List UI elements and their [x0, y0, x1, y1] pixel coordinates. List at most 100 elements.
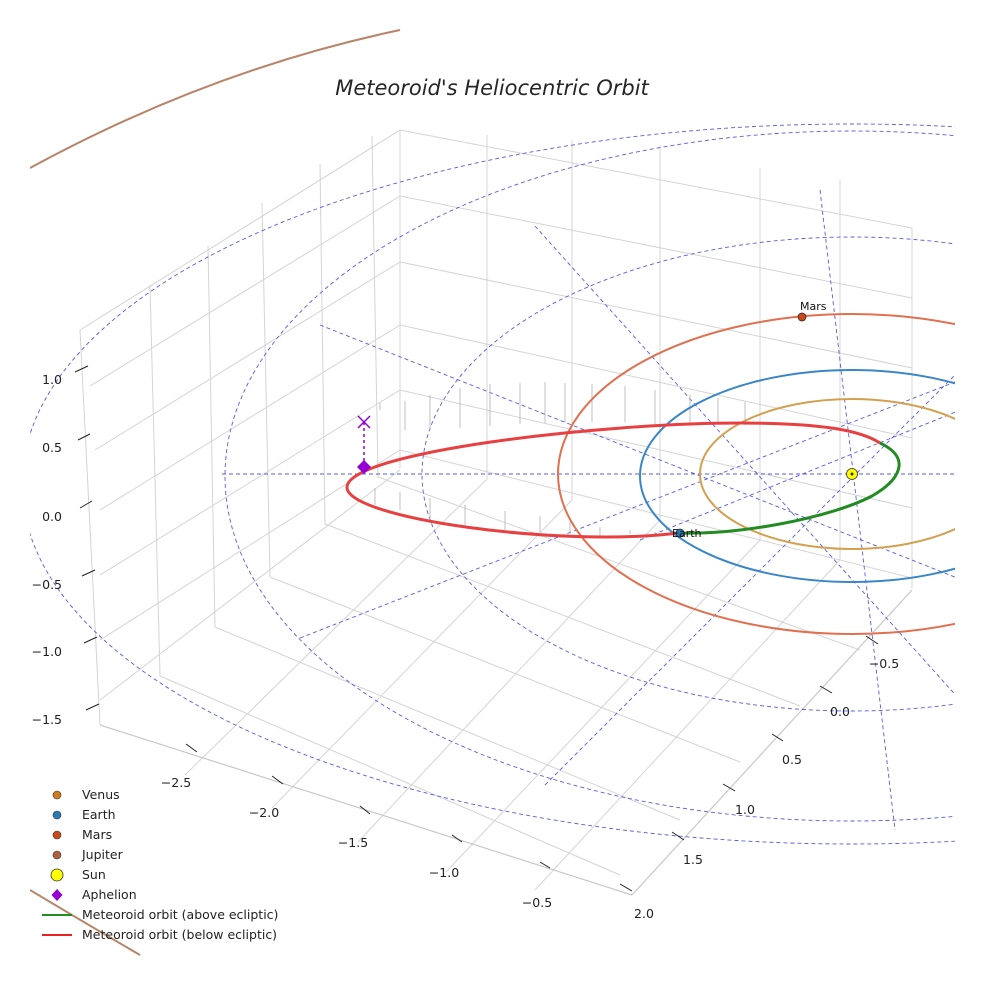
- y-tick-label: 1.0: [735, 802, 755, 817]
- floor-grid-a-1: [214, 626, 681, 821]
- chart-title: Meteoroid's Heliocentric Orbit: [335, 76, 649, 100]
- grid-level-right-5: [399, 449, 913, 579]
- legend-item: Sun: [50, 867, 106, 882]
- orbit-height-stems: [374, 382, 746, 536]
- grid-level-right-0: [399, 129, 913, 229]
- z-tick-mark-5: [85, 703, 100, 711]
- legend-label: Earth: [82, 807, 116, 822]
- grid-level-right-2: [399, 261, 913, 369]
- y-tick-mark-2: [771, 733, 784, 742]
- y-tick-mark-4: [671, 831, 685, 841]
- z-tick-mark-3: [81, 569, 96, 577]
- reference-spoke-6: [639, 411, 955, 541]
- reference-spoke-4: [299, 381, 955, 639]
- legend-label: Mars: [82, 827, 112, 842]
- meteoroid-orbit-above: [677, 441, 901, 535]
- grid-level-right-3: [399, 324, 913, 439]
- reference-spoke-3: [819, 189, 896, 831]
- legend-label: Aphelion: [82, 887, 137, 902]
- floor-edge-right: [631, 589, 913, 896]
- mars-marker: [797, 312, 807, 322]
- legend-marker: [51, 889, 63, 901]
- z-tick-label: −1.0: [32, 644, 62, 659]
- y-tick-label: 0.5: [782, 752, 802, 767]
- grid-line-back-left-2: [207, 245, 216, 628]
- reference-ellipse-2: [30, 123, 955, 845]
- floor-grid-b-2: [357, 519, 661, 843]
- floor-grid-a-0: [159, 675, 621, 876]
- legend-marker: [52, 790, 62, 800]
- y-tick-mark-0: [865, 635, 879, 645]
- mars-label: Mars: [800, 300, 827, 313]
- legend-label: Venus: [82, 787, 120, 802]
- legend-label: Jupiter: [81, 847, 124, 862]
- legend-marker: [52, 830, 62, 840]
- legend-item: Earth: [52, 807, 116, 822]
- reference-spoke-2: [534, 225, 955, 696]
- legend-label: Sun: [82, 867, 106, 882]
- x-tick-label: −2.5: [161, 775, 191, 790]
- z-tick-label: 0.5: [42, 440, 62, 455]
- legend-label: Meteoroid orbit (below ecliptic): [82, 927, 277, 942]
- z-tick-mark-4: [83, 636, 98, 644]
- grid-level-right-4: [399, 389, 913, 509]
- y-tick-mark-3: [722, 783, 736, 792]
- reference-ellipses: [30, 123, 955, 845]
- jupiter-orbit-lower: [30, 889, 141, 956]
- z-tick-label: −1.5: [32, 712, 62, 727]
- sun-center: [850, 472, 854, 476]
- x-tick-label: −1.5: [338, 835, 368, 850]
- y-tick-label: 2.0: [634, 906, 654, 921]
- legend-item: Meteoroid orbit (below ecliptic): [42, 927, 277, 942]
- grid-line-back-left-5: [371, 135, 379, 478]
- grid-level-left-6: [99, 469, 401, 701]
- meteoroid-orbit-below: [345, 421, 881, 539]
- legend: Venus Earth Mars Jupiter Sun Aphelion Meteoroi…: [42, 787, 278, 942]
- legend-marker: [52, 810, 62, 820]
- aphelion-marker: [357, 460, 371, 474]
- x-tick-label: −1.0: [429, 865, 459, 880]
- floor-grid-a-3: [324, 523, 801, 707]
- x-tick-mark-3: [451, 834, 463, 843]
- grid-level-left-3: [99, 324, 401, 511]
- grid-level-left-2: [94, 261, 401, 451]
- jupiter-orbit: [30, 29, 401, 169]
- legend-item: Aphelion: [51, 887, 137, 902]
- x-tick-label: −0.5: [522, 895, 552, 910]
- z-tick-label: 0.0: [42, 509, 62, 524]
- floor-grid-b-4: [534, 559, 841, 891]
- legend-item: Jupiter: [52, 847, 124, 862]
- legend-marker: [52, 850, 62, 860]
- x-tick-mark-1: [271, 775, 284, 785]
- y-tick-mark-5: [619, 883, 633, 892]
- mars-orbit: [557, 313, 955, 635]
- y-tick-label: 0.0: [830, 704, 850, 719]
- y-tick-label: 1.5: [683, 852, 703, 867]
- venus-orbit: [699, 398, 955, 550]
- earth-label: Earth: [672, 527, 702, 540]
- grid-line-back-left-4: [319, 163, 326, 525]
- grid-level-left-1: [89, 195, 401, 387]
- z-tick-mark-2: [79, 500, 93, 509]
- aphelion-projection-marker: [357, 415, 371, 429]
- y-tick-mark-1: [819, 685, 833, 694]
- grid-level-left-0: [79, 129, 401, 331]
- grid-line-back-left-0: [79, 329, 101, 726]
- x-tick-mark-2: [359, 805, 371, 815]
- z-tick-label: 1.0: [42, 372, 62, 387]
- legend-marker: [50, 868, 64, 882]
- legend-item: Mars: [52, 827, 112, 842]
- x-tick-mark-4: [539, 861, 551, 869]
- axis-ticks: 1.0 0.5 0.0 −0.5 −1.0 −1.5 −2.5 −2.0 −1.5 −1.0 −0.…: [32, 365, 899, 921]
- earth-orbit: [639, 369, 955, 583]
- z-tick-label: −0.5: [32, 577, 62, 592]
- legend-item: Venus: [52, 787, 120, 802]
- floor-grid-b-0: [184, 479, 487, 776]
- x-tick-label: −2.0: [249, 805, 279, 820]
- grid-line-back-left-1: [149, 284, 161, 677]
- z-tick-mark-0: [74, 365, 89, 373]
- grid-level-right-1: [399, 195, 913, 299]
- legend-label: Meteoroid orbit (above ecliptic): [82, 907, 278, 922]
- z-tick-mark-1: [77, 433, 91, 441]
- grid-level-left-4: [99, 389, 401, 576]
